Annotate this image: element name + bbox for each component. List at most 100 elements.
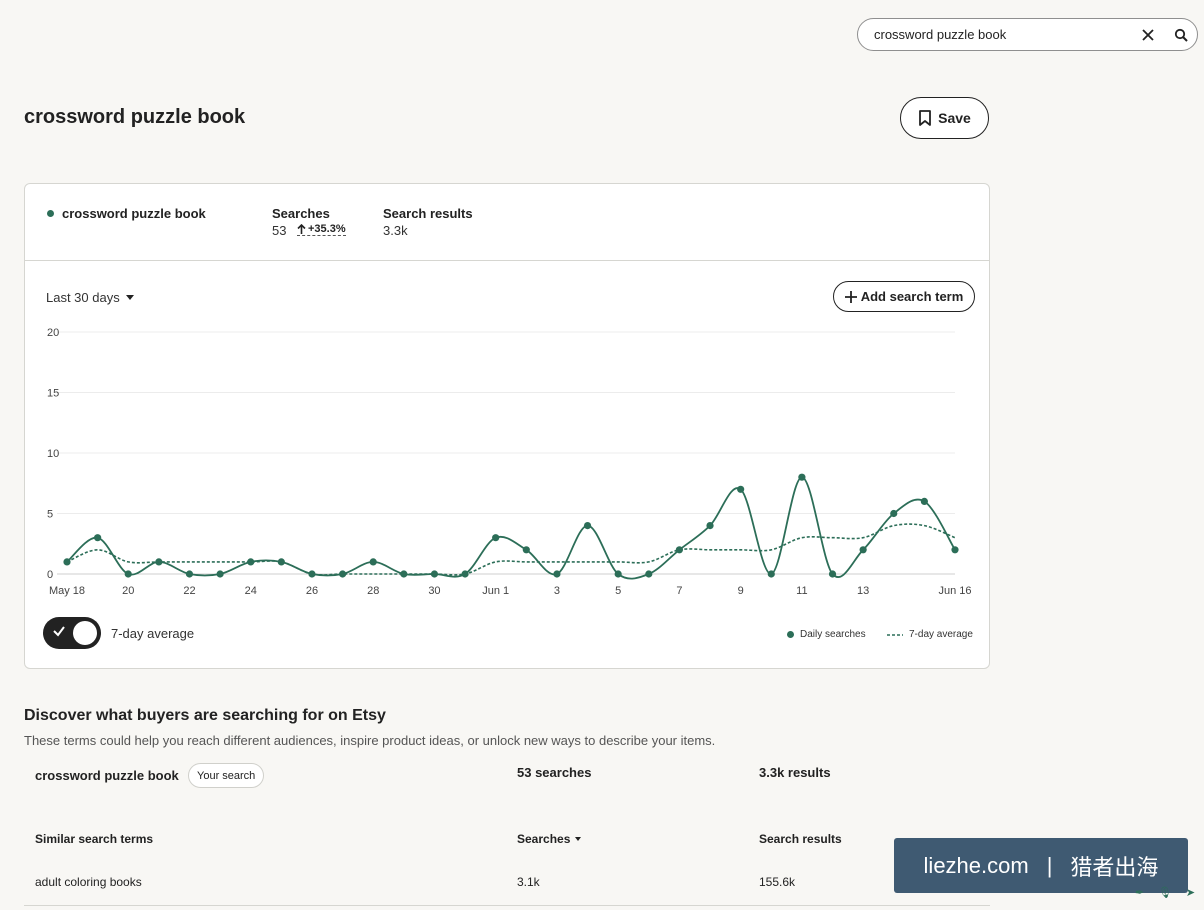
seven-day-average-toggle[interactable] bbox=[43, 617, 101, 649]
mic-icon[interactable]: 🎙 bbox=[1158, 886, 1172, 899]
daily-point bbox=[767, 570, 775, 578]
daily-point bbox=[216, 570, 224, 578]
daily-point bbox=[828, 570, 837, 578]
row-results: 155.6k bbox=[759, 875, 796, 889]
date-range-select[interactable]: Last 30 days bbox=[46, 290, 134, 305]
x-tick-label: 24 bbox=[245, 585, 257, 597]
watermark-banner: liezhe.com | 猎者出海 bbox=[894, 838, 1188, 893]
results-label: Search results bbox=[383, 206, 473, 221]
series-dot bbox=[47, 210, 54, 217]
save-label: Save bbox=[938, 110, 971, 126]
discover-subtitle: These terms could help you reach differe… bbox=[24, 733, 716, 748]
x-tick-label: 11 bbox=[796, 585, 807, 597]
x-tick-label: May 18 bbox=[49, 585, 85, 597]
discover-title: Discover what buyers are searching for o… bbox=[24, 707, 386, 724]
save-button[interactable]: Save bbox=[900, 97, 989, 139]
summary-term: crossword puzzle book bbox=[62, 206, 206, 221]
add-term-label: Add search term bbox=[860, 289, 964, 304]
daily-point bbox=[737, 485, 745, 493]
search-input[interactable] bbox=[874, 27, 1134, 42]
header-term: Similar search terms bbox=[35, 832, 154, 846]
daily-point bbox=[859, 546, 867, 554]
legend-daily: Daily searches bbox=[787, 629, 866, 640]
check-icon bbox=[53, 626, 65, 637]
plus-icon bbox=[844, 290, 857, 303]
x-tick-label: 5 bbox=[615, 585, 621, 597]
searches-change[interactable]: +35.3% bbox=[297, 223, 346, 236]
searches-label: Searches bbox=[272, 206, 330, 221]
daily-point bbox=[155, 558, 163, 566]
row-term[interactable]: adult coloring books bbox=[35, 875, 142, 889]
legend-daily-label: Daily searches bbox=[800, 629, 866, 640]
summary-header: crossword puzzle book Searches 53 +35.3%… bbox=[25, 184, 989, 261]
x-tick-label: 9 bbox=[738, 585, 744, 597]
current-searches: 53 searches bbox=[517, 765, 592, 780]
change-value: +35.3% bbox=[308, 223, 346, 235]
x-tick-label: 22 bbox=[183, 585, 195, 597]
x-tick-label: 3 bbox=[554, 585, 560, 597]
daily-point bbox=[277, 558, 285, 566]
searches-value: 53 bbox=[272, 223, 287, 238]
daily-point bbox=[338, 570, 347, 578]
y-tick-label: 15 bbox=[47, 388, 59, 400]
daily-searches-line bbox=[66, 476, 956, 580]
daily-point bbox=[522, 546, 530, 554]
x-tick-label: 7 bbox=[676, 585, 682, 597]
daily-point bbox=[675, 546, 684, 554]
x-tick-label: Jun 16 bbox=[938, 585, 971, 597]
corner-toolbar: ✒ 🎙 ➤ bbox=[1128, 878, 1202, 906]
watermark-site: liezhe.com bbox=[923, 852, 1029, 878]
daily-point bbox=[890, 509, 898, 518]
daily-point bbox=[124, 570, 132, 578]
your-search-badge: Your search bbox=[188, 763, 265, 788]
daily-point bbox=[492, 534, 500, 542]
x-tick-label: 26 bbox=[306, 585, 318, 597]
clear-search-icon[interactable] bbox=[1137, 24, 1159, 46]
legend-average-label: 7-day average bbox=[909, 629, 973, 640]
x-tick-label: 30 bbox=[428, 585, 440, 597]
x-tick-label: 28 bbox=[367, 585, 379, 597]
x-tick-label: 13 bbox=[857, 585, 869, 597]
x-tick-label: 20 bbox=[122, 585, 134, 597]
header-searches-label: Searches bbox=[517, 832, 571, 846]
header-results: Search results bbox=[759, 832, 842, 846]
toggle-label: 7-day average bbox=[111, 626, 195, 641]
caret-down-icon bbox=[125, 295, 134, 300]
current-term[interactable]: crossword puzzle book bbox=[35, 768, 179, 783]
legend-average: 7-day average bbox=[887, 629, 973, 640]
search-bar[interactable] bbox=[857, 18, 1198, 51]
x-tick-label: Jun 1 bbox=[482, 585, 509, 597]
daily-point bbox=[247, 558, 255, 566]
toggle-knob bbox=[73, 621, 97, 645]
table-divider bbox=[24, 905, 990, 906]
y-tick-label: 5 bbox=[47, 509, 53, 521]
daily-point bbox=[94, 534, 102, 542]
daily-point bbox=[706, 522, 714, 530]
page-title: crossword puzzle book bbox=[24, 106, 246, 128]
daily-point bbox=[583, 522, 592, 530]
watermark-name: 猎者出海 bbox=[1070, 854, 1159, 880]
add-search-term-button[interactable]: Add search term bbox=[833, 281, 975, 312]
daily-point bbox=[461, 570, 469, 578]
daily-point bbox=[400, 570, 408, 578]
trend-card: crossword puzzle book Searches 53 +35.3%… bbox=[24, 183, 990, 669]
current-results: 3.3k results bbox=[759, 765, 831, 780]
legend-dash bbox=[887, 633, 903, 636]
arrow-up-icon bbox=[297, 223, 306, 234]
row-searches: 3.1k bbox=[517, 875, 540, 889]
legend-dot bbox=[787, 631, 794, 638]
y-tick-label: 10 bbox=[47, 448, 59, 460]
search-icon[interactable] bbox=[1170, 24, 1192, 46]
daily-point bbox=[798, 473, 806, 481]
date-range-label: Last 30 days bbox=[46, 290, 120, 305]
average-line bbox=[66, 523, 956, 576]
daily-point bbox=[430, 570, 439, 578]
daily-point bbox=[308, 570, 316, 578]
daily-point bbox=[645, 570, 653, 578]
daily-point bbox=[920, 497, 928, 505]
send-icon[interactable]: ➤ bbox=[1185, 886, 1196, 899]
header-searches[interactable]: Searches bbox=[517, 832, 582, 846]
daily-point bbox=[369, 558, 377, 566]
searches-chart: 0 5 10 15 20 May 18 20 22 24 26 28 30 Jun 1 3 5 7 9 11 13 J… bbox=[47, 327, 972, 597]
pin-icon[interactable]: ✒ bbox=[1134, 886, 1145, 899]
